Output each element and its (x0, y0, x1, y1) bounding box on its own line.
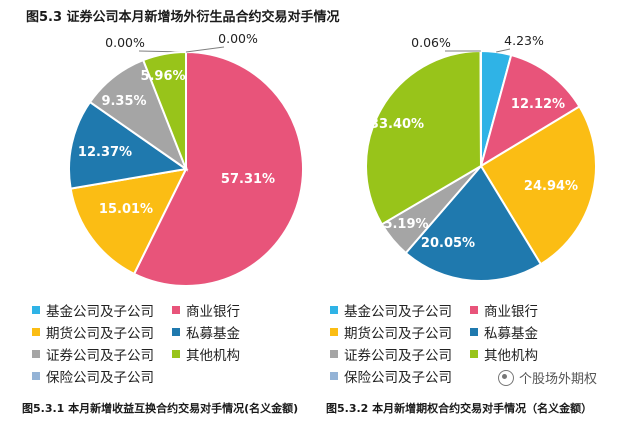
legend-item: 期货公司及子公司 (32, 322, 154, 342)
data-label-0-2: 15.01% (99, 202, 153, 217)
legend-swatch (330, 350, 338, 358)
leader-line-0-6 (185, 46, 225, 53)
watermark-icon (498, 369, 514, 386)
legend-label: 证券公司及子公司 (344, 348, 452, 364)
legend-item: 保险公司及子公司 (32, 366, 154, 386)
legend-item: 基金公司及子公司 (32, 300, 154, 320)
legend-swatch (172, 306, 180, 314)
data-label-1-2: 24.94% (524, 179, 578, 194)
legend-item: 商业银行 (470, 300, 538, 320)
data-label-1-3: 20.05% (421, 236, 475, 251)
legend-swap: 基金公司及子公司 商业银行期货公司及子公司 私募基金证券公司及子公司 其他机构保险公司… (32, 300, 240, 386)
legend-swatch (330, 372, 338, 380)
legend-item: 基金公司及子公司 (330, 300, 452, 320)
legend-swatch (330, 306, 338, 314)
slice-1-5 (365, 49, 483, 226)
legend-item: 私募基金 (470, 322, 538, 342)
data-label-1-1: 12.12% (511, 97, 565, 112)
legend-label: 私募基金 (484, 326, 538, 342)
legend-item: 期货公司及子公司 (330, 322, 452, 342)
data-label-0-0: 0.00% (105, 35, 145, 50)
legend-label: 期货公司及子公司 (344, 326, 452, 342)
legend-item: 保险公司及子公司 (330, 366, 452, 386)
legend-label: 私募基金 (186, 326, 240, 342)
legend-item: 商业银行 (172, 300, 240, 320)
data-label-1-4: 5.19% (383, 217, 428, 232)
legend-swatch (32, 306, 40, 314)
slice-0-1 (132, 50, 304, 287)
data-label-1-6: 0.06% (411, 35, 451, 50)
legend-label: 其他机构 (186, 348, 240, 364)
legend-item: 证券公司及子公司 (32, 344, 154, 364)
slice-0-5 (141, 50, 187, 170)
legend-swatch (470, 350, 478, 358)
pie-chart-swap: 0.00% 57.31% 15.01% 12.37% 9.35% 5.96% 0.00% (68, 31, 304, 287)
legend-label: 保险公司及子公司 (46, 370, 154, 386)
legend-options: 基金公司及子公司 商业银行期货公司及子公司 私募基金证券公司及子公司 其他机构保险公司… (330, 300, 538, 386)
data-label-1-5: 33.40% (370, 117, 424, 132)
data-label-0-6: 0.00% (218, 31, 258, 46)
pie-chart-options: 4.23% 12.12% 24.94% 20.05% 5.19% 33.40% 0.06% (365, 33, 597, 282)
legend-swatch (470, 306, 478, 314)
legend-label: 基金公司及子公司 (46, 304, 154, 320)
legend-label: 保险公司及子公司 (344, 370, 452, 386)
leader-line-1-0 (496, 48, 511, 53)
legend-label: 证券公司及子公司 (46, 348, 154, 364)
legend-label: 商业银行 (186, 304, 240, 320)
data-label-0-4: 9.35% (101, 94, 146, 109)
caption-swap: 图5.3.1 本月新增收益互换合约交易对手情况(名义金额) (22, 402, 299, 415)
legend-label: 基金公司及子公司 (344, 304, 452, 320)
data-label-0-1: 57.31% (221, 172, 275, 187)
slice-1-3 (404, 164, 543, 282)
data-label-0-3: 12.37% (78, 145, 132, 160)
legend-swatch (330, 328, 338, 336)
legend-swatch (32, 372, 40, 380)
legend-label: 期货公司及子公司 (46, 326, 154, 342)
slice-0-3 (68, 100, 189, 190)
legend-swatch (470, 328, 478, 336)
watermark-text: 个股场外期权 (519, 372, 598, 387)
slice-1-2 (479, 105, 597, 266)
legend-swatch (32, 350, 40, 358)
legend-item: 其他机构 (172, 344, 240, 364)
legend-swatch (172, 328, 180, 336)
legend-item: 私募基金 (172, 322, 240, 342)
legend-swatch (32, 328, 40, 336)
legend-label: 其他机构 (484, 348, 538, 364)
figure-title: 图5.3 证券公司本月新增场外衍生品合约交易对手情况 (26, 10, 340, 25)
legend-item: 其他机构 (470, 344, 538, 364)
data-label-1-0: 4.23% (504, 33, 544, 48)
data-label-0-5: 5.96% (140, 69, 185, 84)
legend-swatch (172, 350, 180, 358)
legend-label: 商业银行 (484, 304, 538, 320)
legend-item: 证券公司及子公司 (330, 344, 452, 364)
caption-options: 图5.3.2 本月新增期权合约交易对手情况（名义金额） (326, 402, 593, 415)
slice-0-2 (69, 167, 188, 276)
watermark: 个股场外期权 (498, 368, 597, 387)
slice-1-1 (479, 53, 581, 169)
